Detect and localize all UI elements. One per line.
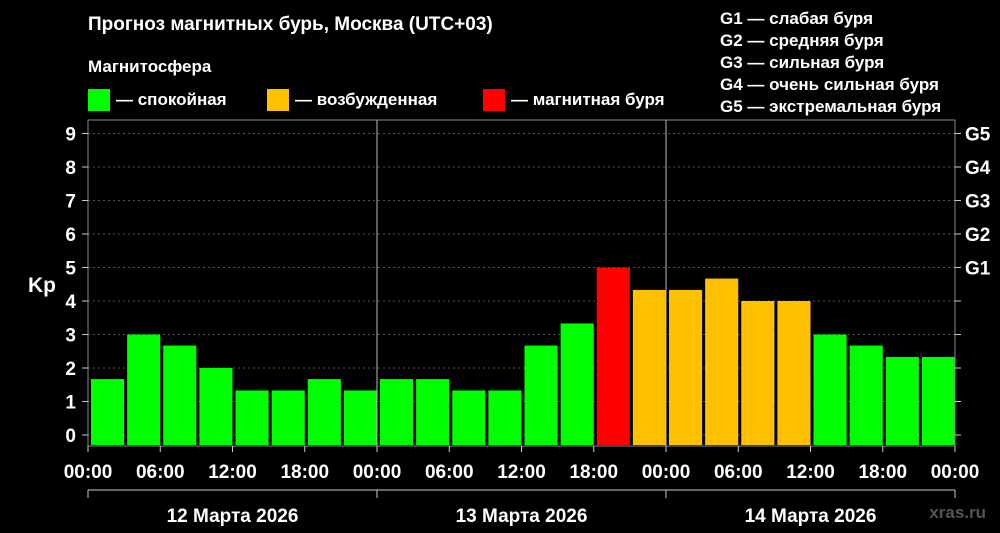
storm-level-label: G3	[965, 192, 990, 213]
y-axis-label: Kp	[28, 274, 56, 297]
storm-level-label: G5	[965, 125, 991, 146]
storm-level-label: G2	[965, 225, 990, 246]
day-label: 13 Марта 2026	[456, 506, 588, 527]
x-tick-label: 12:00	[786, 462, 835, 483]
kp-bar	[91, 379, 125, 445]
kp-bar	[560, 323, 594, 445]
y-tick-label: 6	[65, 225, 76, 246]
kp-bar	[235, 390, 269, 445]
kp-bar	[380, 379, 414, 445]
legend-item-quiet: — спокойная	[88, 88, 227, 112]
kp-bar	[524, 345, 558, 445]
legend-label-storm: — магнитная буря	[511, 90, 665, 109]
storm-scale-g1: G1 — слабая буря	[720, 9, 874, 28]
y-tick-label: 5	[65, 259, 76, 280]
x-tick-label: 12:00	[497, 462, 546, 483]
x-tick-label: 12:00	[208, 462, 257, 483]
y-tick-label: 7	[65, 192, 76, 213]
x-tick-label: 06:00	[136, 462, 185, 483]
storm-scale-g3: G3 — сильная буря	[720, 53, 885, 72]
storm-level-label: G1	[965, 259, 991, 280]
legend-swatch-active	[267, 89, 289, 111]
x-tick-label: 00:00	[642, 462, 691, 483]
legend-item-storm: — магнитная буря	[483, 88, 665, 112]
kp-bar	[199, 368, 233, 445]
x-tick-label: 00:00	[64, 462, 113, 483]
y-tick-label: 8	[65, 158, 76, 179]
y-tick-label: 2	[65, 359, 76, 380]
storm-level-label: G4	[965, 158, 991, 179]
watermark: xras.ru	[929, 503, 986, 522]
x-tick-label: 18:00	[280, 462, 329, 483]
storm-scale-g2: G2 — средняя буря	[720, 31, 884, 50]
kp-bar	[921, 356, 955, 445]
day-label: 14 Марта 2026	[745, 506, 877, 527]
x-tick-label: 18:00	[569, 462, 618, 483]
kp-bar	[307, 379, 341, 445]
kp-bar	[488, 390, 522, 445]
kp-bar	[416, 379, 450, 445]
y-tick-label: 1	[65, 393, 76, 414]
storm-scale-list: G1 — слабая буря G2 — средняя буря G3 — …	[720, 8, 941, 118]
kp-bar	[849, 345, 883, 445]
kp-bar	[271, 390, 305, 445]
legend-swatch-storm	[483, 89, 505, 111]
x-tick-label: 18:00	[858, 462, 907, 483]
kp-bar	[741, 301, 775, 445]
day-label: 12 Марта 2026	[167, 506, 299, 527]
kp-bar	[127, 334, 161, 445]
legend-label-quiet: — спокойная	[116, 90, 227, 109]
y-tick-label: 3	[65, 326, 76, 347]
kp-bar	[705, 278, 739, 445]
kp-bar	[669, 289, 703, 445]
legend-label-active: — возбужденная	[295, 90, 438, 109]
x-tick-label: 00:00	[353, 462, 402, 483]
kp-bar	[163, 345, 197, 445]
legend-title: Магнитосфера	[88, 57, 212, 76]
x-tick-label: 00:00	[931, 462, 980, 483]
chart-title: Прогноз магнитных бурь, Москва (UTC+03)	[88, 14, 493, 35]
y-tick-label: 0	[65, 426, 76, 447]
y-tick-label: 4	[65, 292, 76, 313]
y-tick-label: 9	[65, 125, 76, 146]
storm-scale-g4: G4 — очень сильная буря	[720, 75, 939, 94]
kp-bar	[813, 334, 847, 445]
legend-item-active: — возбужденная	[267, 88, 437, 112]
kp-bar	[777, 301, 811, 445]
x-tick-label: 06:00	[425, 462, 474, 483]
kp-bar	[596, 267, 630, 445]
storm-scale-g5: G5 — экстремальная буря	[720, 97, 942, 116]
kp-bar	[632, 289, 666, 445]
kp-bar	[452, 390, 486, 445]
kp-bar	[343, 390, 377, 445]
legend-swatch-quiet	[88, 89, 110, 111]
kp-bar	[885, 356, 919, 445]
x-tick-label: 06:00	[714, 462, 763, 483]
